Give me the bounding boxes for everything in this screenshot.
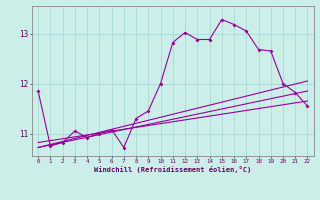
X-axis label: Windchill (Refroidissement éolien,°C): Windchill (Refroidissement éolien,°C) xyxy=(94,166,252,173)
